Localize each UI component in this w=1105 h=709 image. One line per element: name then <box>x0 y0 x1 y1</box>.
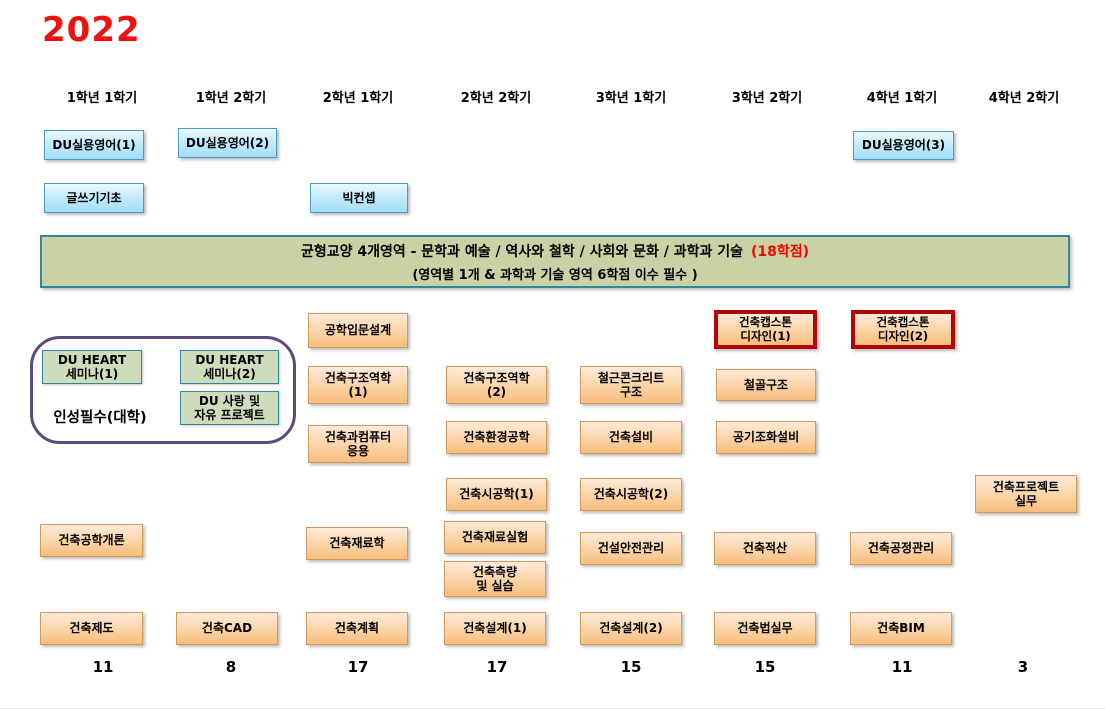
course-structural-mechanics-1: 건축구조역학 (1) <box>308 366 408 404</box>
course-construction-safety: 건설안전관리 <box>580 532 682 565</box>
course-du-heart-seminar-1: DU HEART 세미나(1) <box>42 350 142 384</box>
credit-total-1-1: 11 <box>92 658 114 676</box>
general-education-banner: 균형교양 4개영역 - 문학과 예술 / 역사와 철학 / 사회와 문화 / 과… <box>40 235 1070 288</box>
course-writing-basics: 글쓰기기초 <box>44 183 144 213</box>
credit-total-4-1: 11 <box>891 658 913 676</box>
semester-header-3-2: 3학년 2학기 <box>731 91 803 106</box>
credit-total-2-1: 17 <box>347 658 369 676</box>
course-capstone-design-1: 건축캡스톤 디자인(1) <box>714 310 817 349</box>
banner-line1-text: 균형교양 4개영역 - 문학과 예술 / 역사와 철학 / 사회와 문화 / 과… <box>300 243 743 260</box>
credit-total-3-2: 15 <box>754 658 776 676</box>
course-arch-planning: 건축계획 <box>306 612 408 645</box>
course-reinforced-concrete: 철근콘크리트 구조 <box>580 366 682 404</box>
credit-total-3-1: 15 <box>620 658 642 676</box>
course-arch-env-engineering: 건축환경공학 <box>446 421 547 454</box>
personality-required-frame <box>30 336 296 444</box>
credit-total-4-2: 3 <box>1017 658 1029 676</box>
course-arch-drafting: 건축제도 <box>40 612 143 645</box>
course-arch-design-1: 건축설계(1) <box>444 612 546 645</box>
semester-header-1-1: 1학년 1학기 <box>66 91 138 106</box>
course-arch-estimation: 건축적산 <box>714 532 816 565</box>
course-arch-materials-lab: 건축재료실험 <box>444 521 546 554</box>
year-title: 2022 <box>42 10 141 50</box>
course-intro-arch-engineering: 건축공학개론 <box>40 524 143 557</box>
banner-line1: 균형교양 4개영역 - 문학과 예술 / 역사와 철학 / 사회와 문화 / 과… <box>301 241 809 261</box>
banner-line2: (영역별 1개 & 과학과 기술 영역 6학점 이수 필수 ) <box>412 267 698 283</box>
course-du-love-free-project: DU 사랑 및 자유 프로젝트 <box>180 391 279 425</box>
course-du-english-3: DU실용영어(3) <box>853 131 954 160</box>
semester-header-2-1: 2학년 1학기 <box>322 91 394 106</box>
course-arch-surveying-practice: 건축측량 및 실습 <box>444 561 546 597</box>
course-intro-eng-design: 공학입문설계 <box>308 313 408 348</box>
credit-total-1-2: 8 <box>225 658 237 676</box>
course-du-english-1: DU실용영어(1) <box>44 130 144 160</box>
semester-header-4-1: 4학년 1학기 <box>866 91 938 106</box>
course-du-heart-seminar-2: DU HEART 세미나(2) <box>180 350 279 384</box>
course-arch-design-2: 건축설계(2) <box>580 612 682 645</box>
course-arch-construction-2: 건축시공학(2) <box>580 478 682 511</box>
semester-header-1-2: 1학년 2학기 <box>195 91 267 106</box>
course-building-equipment: 건축설비 <box>580 421 682 454</box>
course-structural-mechanics-2: 건축구조역학 (2) <box>446 366 547 404</box>
course-arch-construction-1: 건축시공학(1) <box>446 478 547 511</box>
course-arch-materials: 건축재료학 <box>306 527 408 560</box>
course-steel-structure: 철골구조 <box>716 369 816 401</box>
course-arch-bim: 건축BIM <box>850 612 952 645</box>
banner-credit-note: (18학점) <box>750 243 810 260</box>
course-capstone-design-2: 건축캡스톤 디자인(2) <box>851 310 955 349</box>
course-construction-scheduling: 건축공정관리 <box>850 532 952 565</box>
credit-total-2-2: 17 <box>486 658 508 676</box>
personality-required-label: 인성필수(대학) <box>53 410 147 426</box>
course-arch-project-practice: 건축프로젝트 실무 <box>975 475 1077 513</box>
semester-header-4-2: 4학년 2학기 <box>988 91 1060 106</box>
course-big-concept: 빅컨셉 <box>310 183 408 213</box>
course-du-english-2: DU실용영어(2) <box>178 128 277 158</box>
semester-header-3-1: 3학년 1학기 <box>595 91 667 106</box>
course-arch-cad: 건축CAD <box>176 612 278 645</box>
course-arch-computer-app: 건축과컴퓨터 응용 <box>308 425 408 463</box>
course-hvac-equipment: 공기조화설비 <box>716 421 816 454</box>
semester-header-2-2: 2학년 2학기 <box>460 91 532 106</box>
course-arch-law-practice: 건축법실무 <box>714 612 816 645</box>
